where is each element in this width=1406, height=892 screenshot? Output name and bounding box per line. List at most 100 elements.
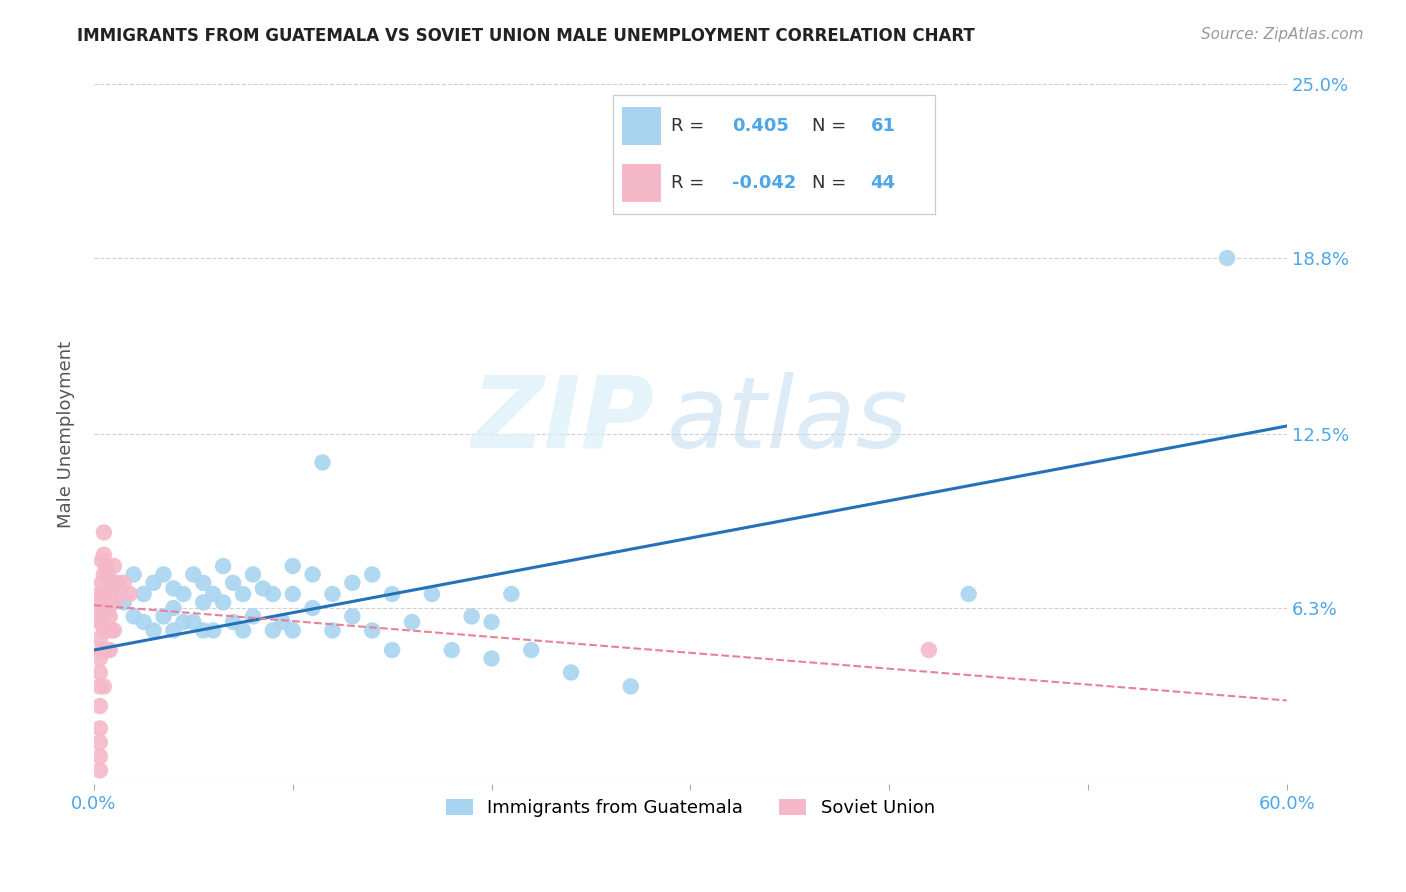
Point	[89, 722, 111, 736]
Point	[89, 764, 111, 778]
Point	[321, 624, 343, 638]
Point	[97, 643, 120, 657]
Point	[97, 604, 120, 618]
Point	[212, 595, 235, 609]
Point	[918, 643, 941, 657]
Text: Source: ZipAtlas.com: Source: ZipAtlas.com	[1201, 27, 1364, 42]
Point	[93, 624, 115, 638]
Point	[90, 595, 112, 609]
Point	[420, 587, 443, 601]
Point	[183, 567, 205, 582]
Point	[89, 749, 111, 764]
Point	[162, 624, 184, 638]
Point	[957, 587, 980, 601]
Point	[101, 582, 124, 596]
Point	[342, 575, 364, 590]
Point	[172, 615, 194, 629]
Point	[281, 624, 304, 638]
Point	[183, 615, 205, 629]
Point	[152, 567, 174, 582]
Point	[108, 587, 131, 601]
Point	[103, 595, 125, 609]
Point	[222, 575, 245, 590]
Point	[93, 587, 115, 601]
Point	[89, 604, 111, 618]
Point	[202, 587, 225, 601]
Point	[118, 587, 141, 601]
Point	[142, 575, 165, 590]
Point	[281, 559, 304, 574]
Point	[107, 575, 129, 590]
Point	[560, 665, 582, 680]
Point	[93, 548, 115, 562]
Point	[262, 587, 284, 601]
Point	[381, 587, 404, 601]
Point	[90, 615, 112, 629]
Point	[232, 587, 254, 601]
Text: atlas: atlas	[666, 372, 908, 469]
Point	[103, 575, 125, 590]
Point	[112, 575, 135, 590]
Point	[122, 567, 145, 582]
Point	[342, 609, 364, 624]
Point	[202, 624, 225, 638]
Point	[193, 575, 215, 590]
Point	[262, 624, 284, 638]
Point	[98, 575, 121, 590]
Point	[89, 699, 111, 714]
Point	[89, 651, 111, 665]
Point	[232, 624, 254, 638]
Point	[252, 582, 274, 596]
Point	[620, 680, 643, 694]
Point	[152, 609, 174, 624]
Point	[281, 587, 304, 601]
Point	[361, 567, 384, 582]
Point	[301, 601, 323, 615]
Point	[193, 595, 215, 609]
Point	[301, 567, 323, 582]
Point	[101, 624, 124, 638]
Point	[520, 643, 543, 657]
Text: ZIP: ZIP	[471, 372, 655, 469]
Point	[122, 609, 145, 624]
Point	[93, 604, 115, 618]
Point	[94, 624, 117, 638]
Point	[132, 615, 155, 629]
Point	[89, 680, 111, 694]
Point	[1216, 251, 1239, 265]
Point	[481, 615, 503, 629]
Y-axis label: Male Unemployment: Male Unemployment	[58, 341, 75, 528]
Point	[271, 615, 294, 629]
Point	[98, 643, 121, 657]
Legend: Immigrants from Guatemala, Soviet Union: Immigrants from Guatemala, Soviet Union	[439, 792, 942, 824]
Text: IMMIGRANTS FROM GUATEMALA VS SOVIET UNION MALE UNEMPLOYMENT CORRELATION CHART: IMMIGRANTS FROM GUATEMALA VS SOVIET UNIO…	[77, 27, 976, 45]
Point	[481, 651, 503, 665]
Point	[172, 587, 194, 601]
Point	[90, 643, 112, 657]
Point	[112, 595, 135, 609]
Point	[142, 624, 165, 638]
Point	[222, 615, 245, 629]
Point	[90, 553, 112, 567]
Point	[93, 587, 115, 601]
Point	[93, 525, 115, 540]
Point	[162, 601, 184, 615]
Point	[321, 587, 343, 601]
Point	[381, 643, 404, 657]
Point	[89, 665, 111, 680]
Point	[132, 587, 155, 601]
Point	[89, 735, 111, 749]
Point	[401, 615, 423, 629]
Point	[242, 609, 264, 624]
Point	[89, 615, 111, 629]
Point	[162, 582, 184, 596]
Point	[242, 567, 264, 582]
Point	[94, 559, 117, 574]
Point	[98, 609, 121, 624]
Point	[93, 680, 115, 694]
Point	[97, 567, 120, 582]
Point	[460, 609, 482, 624]
Point	[90, 575, 112, 590]
Point	[89, 587, 111, 601]
Point	[440, 643, 463, 657]
